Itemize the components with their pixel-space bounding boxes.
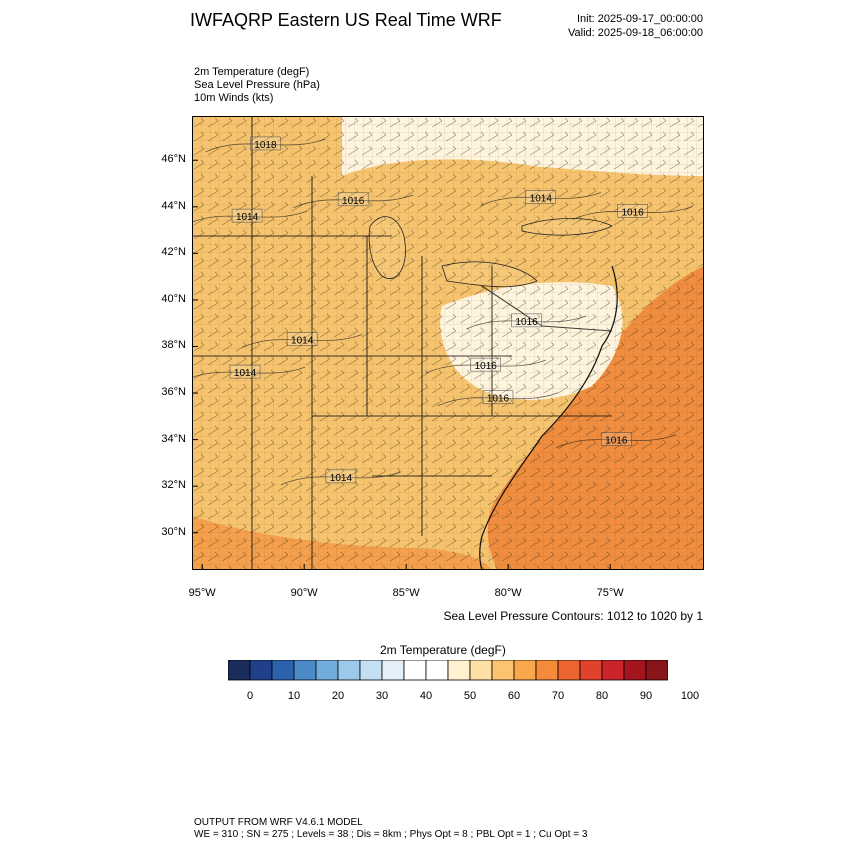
colorbar-swatch [337,660,361,681]
footer-settings: WE = 310 ; SN = 275 ; Levels = 38 ; Dis … [194,829,588,840]
pressure-contours [192,138,693,486]
isobar-label-box [250,136,281,151]
isobar-label-box [511,313,542,328]
isobar-label: 1016 [487,394,510,405]
colorbar-swatch [293,660,317,681]
colorbar-swatch [469,660,493,681]
isobar-label: 1016 [605,436,628,447]
lon-label: 85°W [392,587,420,599]
isobar-label: 1016 [475,361,498,372]
field-label-temperature: 2m Temperature (degF) [194,66,310,78]
colorbar-swatch [601,660,625,681]
isobar-label: 1014 [530,193,553,204]
colorbar-swatch [249,660,273,681]
isobar-label-box [286,332,318,346]
colorbar-label: 40 [419,690,433,702]
map-title: IWFAQRP Eastern US Real Time WRF [190,10,502,30]
isobar-label: 1014 [291,336,314,347]
footer-model: OUTPUT FROM WRF V4.6.1 MODEL [194,817,363,828]
colorbar-swatch [447,660,471,681]
colorbar-label: 0 [246,690,254,702]
colorbar-title: 2m Temperature (degF) [380,643,506,657]
colorbar-swatch [491,660,515,681]
temperature-colorbar [228,660,668,681]
isobar-label-box [601,432,632,446]
colorbar-swatch [535,660,559,681]
lon-label: 80°W [494,587,522,599]
isobar-line [480,192,601,206]
colorbar-label: 60 [507,690,521,702]
isobar-label-box [231,208,263,223]
lat-label: 46°N [161,153,186,166]
colorbar-swatch [359,660,383,681]
isobar-line [241,334,363,348]
isobar-label: 1016 [621,207,644,218]
field-label-winds: 10m Winds (kts) [194,92,274,104]
isobar-label: 1016 [342,196,365,207]
colorbar-swatch [271,660,295,681]
isobar-label-box [617,204,648,218]
lat-label: 40°N [161,292,186,305]
coastline [479,265,618,570]
isobar-label-box [337,192,369,207]
isobar-line [466,315,587,330]
colorbar-swatch [645,660,668,681]
valid-time: Valid: 2025-09-18_06:00:00 [568,27,703,39]
isobar-line [192,210,308,223]
isobar-line [425,359,546,374]
colorbar-swatch [579,660,603,681]
colorbar-label: 80 [595,690,609,702]
isobar-label: 1014 [236,212,259,223]
isobar-label: 1016 [515,317,538,328]
isobar-label-box [482,390,514,404]
colorbar-swatch [425,660,449,681]
isobar-line [572,206,693,220]
isobar-label: 1014 [234,368,257,379]
isobar-line [192,366,306,378]
colorbar-label: 30 [375,690,389,702]
colorbar-swatch [557,660,581,681]
colorbar-swatch [381,660,405,681]
isobar-line [556,434,677,448]
lat-label: 36°N [161,386,186,399]
isobar-line [280,471,402,486]
isobar-line [205,138,326,153]
lat-label: 38°N [161,339,186,352]
colorbar-label: 90 [639,690,653,702]
isobar-label: 1014 [330,473,353,484]
colorbar-label: 100 [680,690,700,702]
isobar-line [292,194,414,209]
weather-map: 1018 1016 1014 1014 1016 1016 1014 1016 1014 1016… [192,116,704,570]
colorbar-label: 70 [551,690,565,702]
colorbar-label: 50 [463,690,477,702]
lon-label: 95°W [188,587,216,599]
lat-label: 44°N [161,199,186,212]
lat-label: 34°N [161,432,186,445]
field-label-pressure: Sea Level Pressure (hPa) [194,79,320,91]
colorbar-swatch [228,660,251,681]
colorbar-swatch [315,660,339,681]
colorbar-label: 10 [287,690,301,702]
state-boundaries [192,116,613,570]
isobar-label: 1018 [254,140,277,151]
isobar-label-box [229,364,261,379]
colorbar-swatch [623,660,647,681]
colorbar-swatch [513,660,537,681]
colorbar-label: 20 [331,690,345,702]
isobar-label-box [525,190,557,204]
colorbar-swatch [403,660,427,681]
isobar-line [437,392,559,407]
lon-label: 90°W [290,587,318,599]
lat-label: 30°N [161,525,186,538]
lon-label: 75°W [596,587,624,599]
contour-note: Sea Level Pressure Contours: 1012 to 102… [443,609,704,623]
isobar-label-box [325,469,357,484]
lat-label: 32°N [161,479,186,492]
isobar-label-box [470,357,501,372]
init-time: Init: 2025-09-17_00:00:00 [577,13,703,25]
lat-label: 42°N [161,246,186,259]
